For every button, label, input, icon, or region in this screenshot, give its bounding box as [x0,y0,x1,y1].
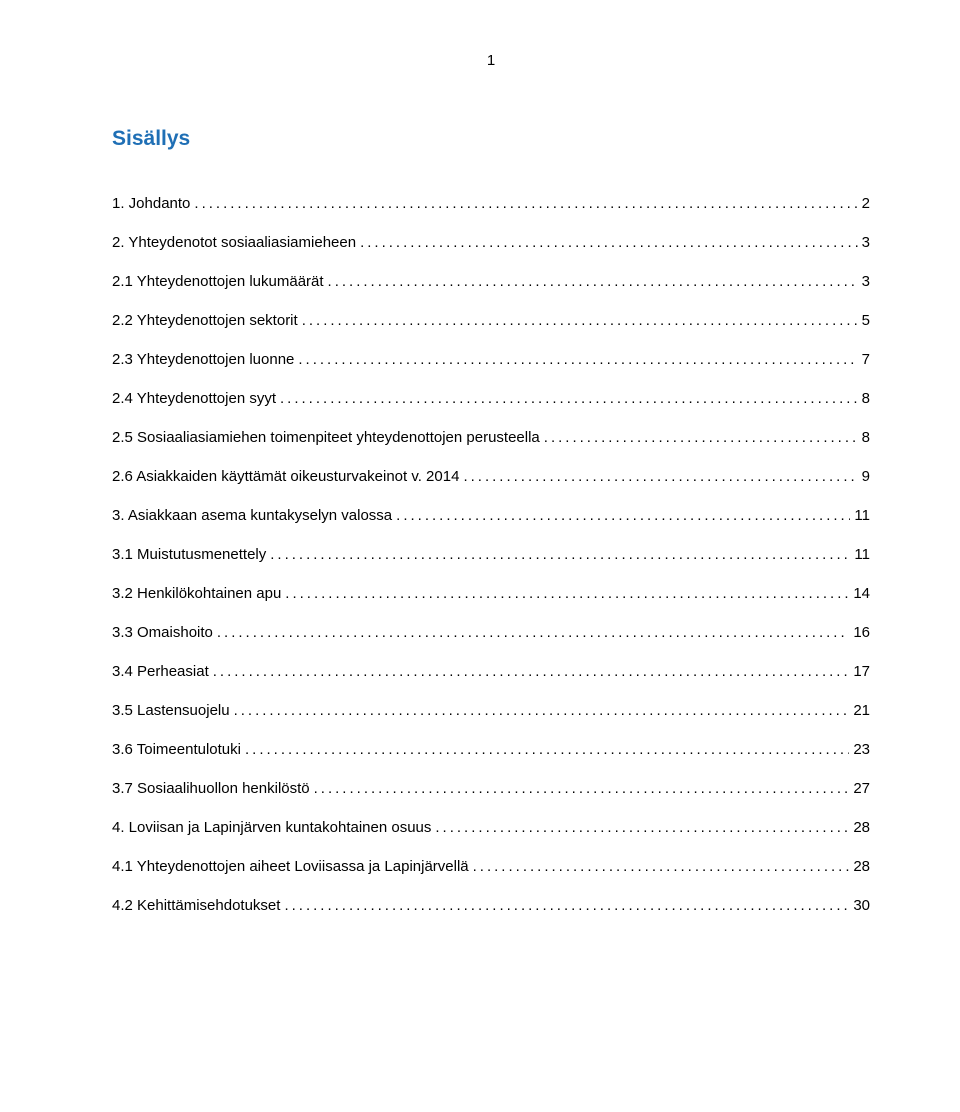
toc-entry-page: 9 [858,466,870,487]
toc-entry-page: 14 [849,583,870,604]
toc-entry: 3.4 Perheasiat 17 [112,661,870,682]
toc-entry-label: 3.2 Henkilökohtainen apu [112,583,285,604]
toc-entry: 2.4 Yhteydenottojen syyt 8 [112,388,870,409]
toc-entry-label: 2.3 Yhteydenottojen luonne [112,349,298,370]
toc-entry-label: 3.4 Perheasiat [112,661,213,682]
toc-entry-label: 4.1 Yhteydenottojen aiheet Loviisassa ja… [112,856,473,877]
toc-entry: 2.3 Yhteydenottojen luonne 7 [112,349,870,370]
toc-leader-dots [285,583,849,604]
toc-entry-page: 23 [849,739,870,760]
toc-leader-dots [328,271,858,292]
toc-entry-page: 16 [849,622,870,643]
toc-entry-label: 3.3 Omaishoito [112,622,217,643]
toc-entry: 3.7 Sosiaalihuollon henkilöstö 27 [112,778,870,799]
page-number: 1 [112,52,870,69]
toc-entry-page: 17 [849,661,870,682]
toc-entry-label: 3. Asiakkaan asema kuntakyselyn valossa [112,505,396,526]
toc-entry: 4.1 Yhteydenottojen aiheet Loviisassa ja… [112,856,870,877]
toc-leader-dots [280,388,858,409]
toc-leader-dots [234,700,850,721]
toc-leader-dots [194,193,857,214]
toc-entry: 3.1 Muistutusmenettely 11 [112,544,870,565]
toc-entry: 2.2 Yhteydenottojen sektorit 5 [112,310,870,331]
toc-entry-page: 30 [849,895,870,916]
toc-entry-page: 11 [850,505,870,526]
toc-entry-label: 3.6 Toimeentulotuki [112,739,245,760]
toc-entry: 4. Loviisan ja Lapinjärven kuntakohtaine… [112,817,870,838]
toc-entry: 3.5 Lastensuojelu 21 [112,700,870,721]
toc-leader-dots [217,622,849,643]
toc-entry-page: 7 [858,349,870,370]
toc-entry-page: 3 [858,271,870,292]
toc-entry-label: 4. Loviisan ja Lapinjärven kuntakohtaine… [112,817,435,838]
toc-entry-page: 28 [849,856,870,877]
toc-entry-page: 8 [858,427,870,448]
toc-entry: 1. Johdanto 2 [112,193,870,214]
toc-entry-page: 11 [850,544,870,565]
toc-leader-dots [270,544,850,565]
toc-leader-dots [298,349,857,370]
toc-entry: 3.2 Henkilökohtainen apu 14 [112,583,870,604]
toc-leader-dots [473,856,850,877]
toc-entry-page: 28 [849,817,870,838]
toc-leader-dots [544,427,858,448]
toc-leader-dots [396,505,850,526]
toc-entry: 2. Yhteydenotot sosiaaliasiamieheen 3 [112,232,870,253]
toc-leader-dots [435,817,849,838]
toc-entry-label: 4.2 Kehittämisehdotukset [112,895,284,916]
toc-entry-page: 8 [858,388,870,409]
toc-entry-label: 2.1 Yhteydenottojen lukumäärät [112,271,328,292]
toc-leader-dots [245,739,849,760]
toc-entry-page: 5 [858,310,870,331]
toc-entry-page: 3 [858,232,870,253]
toc-entry-label: 2.5 Sosiaaliasiamiehen toimenpiteet yhte… [112,427,544,448]
toc-entry: 3.3 Omaishoito 16 [112,622,870,643]
toc-entry-page: 2 [858,193,870,214]
toc-title: Sisällys [112,127,870,151]
toc-entry: 4.2 Kehittämisehdotukset 30 [112,895,870,916]
toc-leader-dots [314,778,850,799]
toc-leader-dots [302,310,858,331]
toc-entry-label: 1. Johdanto [112,193,194,214]
toc-entry: 2.5 Sosiaaliasiamiehen toimenpiteet yhte… [112,427,870,448]
toc-entry-label: 2.4 Yhteydenottojen syyt [112,388,280,409]
toc-list: 1. Johdanto 2 2. Yhteydenotot sosiaaliasia… [112,193,870,916]
toc-leader-dots [463,466,857,487]
toc-entry: 2.1 Yhteydenottojen lukumäärät 3 [112,271,870,292]
toc-entry-page: 27 [849,778,870,799]
toc-entry: 3. Asiakkaan asema kuntakyselyn valossa 1… [112,505,870,526]
toc-leader-dots [213,661,850,682]
page-container: 1 Sisällys 1. Johdanto 2 2. Yhteydenotot s… [0,0,960,994]
toc-leader-dots [284,895,849,916]
toc-leader-dots [360,232,858,253]
toc-entry-label: 2. Yhteydenotot sosiaaliasiamieheen [112,232,360,253]
toc-entry-label: 3.7 Sosiaalihuollon henkilöstö [112,778,314,799]
toc-entry: 3.6 Toimeentulotuki 23 [112,739,870,760]
toc-entry-page: 21 [849,700,870,721]
toc-entry-label: 2.6 Asiakkaiden käyttämät oikeusturvakei… [112,466,463,487]
toc-entry-label: 3.5 Lastensuojelu [112,700,234,721]
toc-entry: 2.6 Asiakkaiden käyttämät oikeusturvakei… [112,466,870,487]
toc-entry-label: 3.1 Muistutusmenettely [112,544,270,565]
toc-entry-label: 2.2 Yhteydenottojen sektorit [112,310,302,331]
